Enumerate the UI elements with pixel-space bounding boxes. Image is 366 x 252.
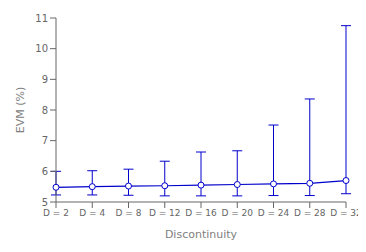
- svg-text:10: 10: [35, 43, 48, 54]
- svg-text:D = 20: D = 20: [221, 208, 253, 218]
- svg-text:D = 4: D = 4: [79, 208, 105, 218]
- svg-text:9: 9: [42, 74, 48, 85]
- svg-text:Discontinuity: Discontinuity: [165, 228, 238, 241]
- svg-text:8: 8: [42, 105, 48, 116]
- svg-text:D = 28: D = 28: [294, 208, 326, 218]
- svg-text:D = 24: D = 24: [258, 208, 290, 218]
- svg-text:6: 6: [42, 166, 48, 177]
- svg-text:D = 8: D = 8: [116, 208, 142, 218]
- svg-text:11: 11: [35, 13, 48, 24]
- svg-text:EVM (%): EVM (%): [14, 87, 27, 134]
- svg-text:D = 12: D = 12: [149, 208, 181, 218]
- svg-text:7: 7: [42, 135, 48, 146]
- svg-text:5: 5: [42, 197, 48, 208]
- svg-text:D = 32: D = 32: [330, 208, 358, 218]
- svg-text:D = 16: D = 16: [185, 208, 217, 218]
- svg-text:D = 2: D = 2: [43, 208, 69, 218]
